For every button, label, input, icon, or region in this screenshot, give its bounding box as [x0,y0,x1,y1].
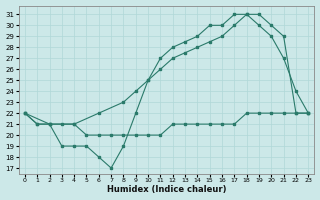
X-axis label: Humidex (Indice chaleur): Humidex (Indice chaleur) [107,185,226,194]
